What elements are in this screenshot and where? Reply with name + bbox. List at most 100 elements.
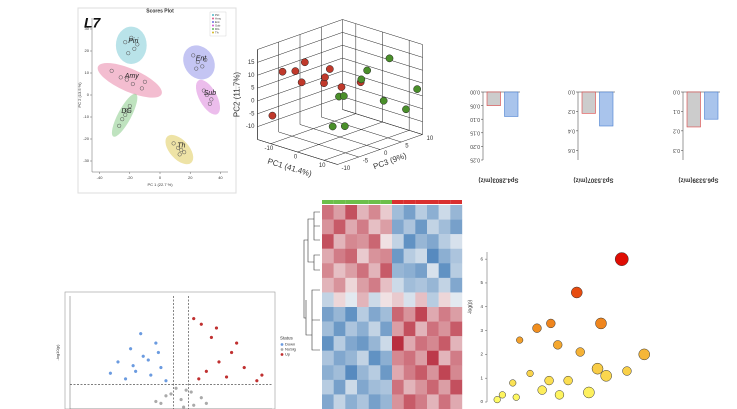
- point: [184, 388, 188, 392]
- point: [201, 88, 206, 93]
- y-axis-label: -log(p): [467, 299, 473, 314]
- y-tick-label: -10: [246, 124, 255, 130]
- heatmap-cell: [438, 277, 451, 293]
- y-tick-label: 0: [251, 99, 255, 105]
- point: [132, 46, 137, 51]
- point: [199, 396, 203, 400]
- y-tick-label: 0: [480, 399, 483, 404]
- heatmap-cell: [368, 234, 381, 249]
- point: [126, 51, 131, 56]
- heatmap-cell: [427, 321, 439, 337]
- grid-line: [321, 116, 402, 143]
- heatmap-cell: [357, 307, 369, 322]
- x-tick-label: -40: [97, 175, 104, 180]
- heatmap-cell: [380, 219, 393, 235]
- point: [191, 53, 196, 58]
- z-tick-label: 10: [427, 136, 434, 142]
- point: [177, 152, 182, 157]
- heatmap-cell: [427, 263, 439, 279]
- heatmap-cell: [333, 379, 346, 395]
- heatmap-cell: [357, 350, 369, 366]
- point: [242, 365, 246, 370]
- legend-label: Th: [215, 30, 219, 34]
- column-group-bar: [427, 200, 439, 204]
- legend-label: Down: [285, 342, 295, 347]
- bubble: [526, 369, 534, 377]
- heatmap-cell: [438, 219, 451, 235]
- heatmap-cell: [415, 394, 428, 409]
- heatmap-cell: [345, 336, 358, 351]
- heatmap-cell: [403, 365, 416, 381]
- grid-line: [342, 70, 423, 97]
- point: [156, 350, 161, 355]
- heatmap-cell: [450, 379, 463, 395]
- point: [154, 341, 158, 345]
- bubble: [553, 340, 563, 350]
- column-group-bar: [380, 200, 392, 204]
- y-tick-label: 0: [87, 92, 90, 97]
- legend-swatch: [212, 21, 214, 23]
- y-tick-label: 2: [480, 352, 483, 357]
- group-label: Sub: [204, 90, 217, 97]
- heatmap-cell: [438, 394, 451, 409]
- heatmap-cell: [415, 277, 428, 293]
- heatmap-cell: [380, 292, 393, 308]
- heatmap-cell: [357, 234, 369, 249]
- heatmap-cell: [368, 365, 381, 381]
- point: [131, 364, 135, 368]
- legend-swatch: [212, 24, 214, 27]
- heatmap-cell: [333, 292, 346, 308]
- point: [229, 350, 234, 355]
- point: [179, 397, 183, 402]
- heatmap-cell: [345, 394, 358, 409]
- bubble: [591, 362, 604, 375]
- group-label: Th: [177, 142, 185, 149]
- point: [204, 92, 209, 98]
- point: [159, 365, 163, 370]
- point: [149, 373, 153, 377]
- legend-swatch: [212, 28, 214, 30]
- annotation: L7: [84, 15, 102, 31]
- x-tick-label: 0: [159, 175, 162, 180]
- heatmap-cell: [450, 263, 463, 279]
- x-axis-label: PC 1 (22.7 %): [147, 182, 173, 187]
- point: [278, 67, 287, 76]
- heatmap-cell: [392, 248, 404, 264]
- point: [385, 54, 394, 63]
- bar: [581, 91, 596, 114]
- heatmap-cell: [415, 263, 428, 279]
- heatmap-cell: [438, 365, 451, 381]
- heatmap-cell: [333, 321, 346, 337]
- heatmap-cell: [427, 336, 439, 351]
- column-group-bar: [368, 200, 381, 204]
- bar-panel: 0.00 0.05 0.10 0.15 0.20 0.25 Sp4.2803(m/z): [470, 89, 520, 182]
- heatmap-cell: [333, 234, 346, 249]
- heatmap-cell: [380, 248, 393, 264]
- bar-panel: 0.0 0.2 0.4 0.6 Sp3.5307(m/z): [568, 89, 615, 182]
- grid-line: [342, 57, 423, 84]
- heatmap-cell: [380, 307, 393, 322]
- heatmap-cell: [345, 365, 358, 381]
- bubble: [546, 318, 556, 329]
- heatmap-cell: [380, 277, 393, 293]
- bar: [486, 91, 501, 106]
- heatmap-cell: [368, 277, 381, 293]
- heatmap-cell: [357, 394, 369, 409]
- group-label: Ent: [196, 55, 208, 62]
- point: [260, 373, 264, 377]
- heatmap-cell: [427, 219, 439, 235]
- heatmap-cell: [357, 292, 369, 308]
- heatmap-cell: [450, 248, 463, 264]
- y-tick-label: 10: [248, 73, 255, 79]
- legend-label: NoSig: [285, 347, 296, 352]
- y-tick-label: 5: [251, 86, 255, 92]
- point: [291, 67, 300, 75]
- point: [413, 85, 422, 93]
- point: [325, 65, 334, 73]
- point: [116, 360, 120, 364]
- heatmap-cell: [403, 234, 416, 249]
- point: [337, 83, 346, 91]
- point: [108, 371, 113, 375]
- heatmap-cell: [368, 307, 381, 322]
